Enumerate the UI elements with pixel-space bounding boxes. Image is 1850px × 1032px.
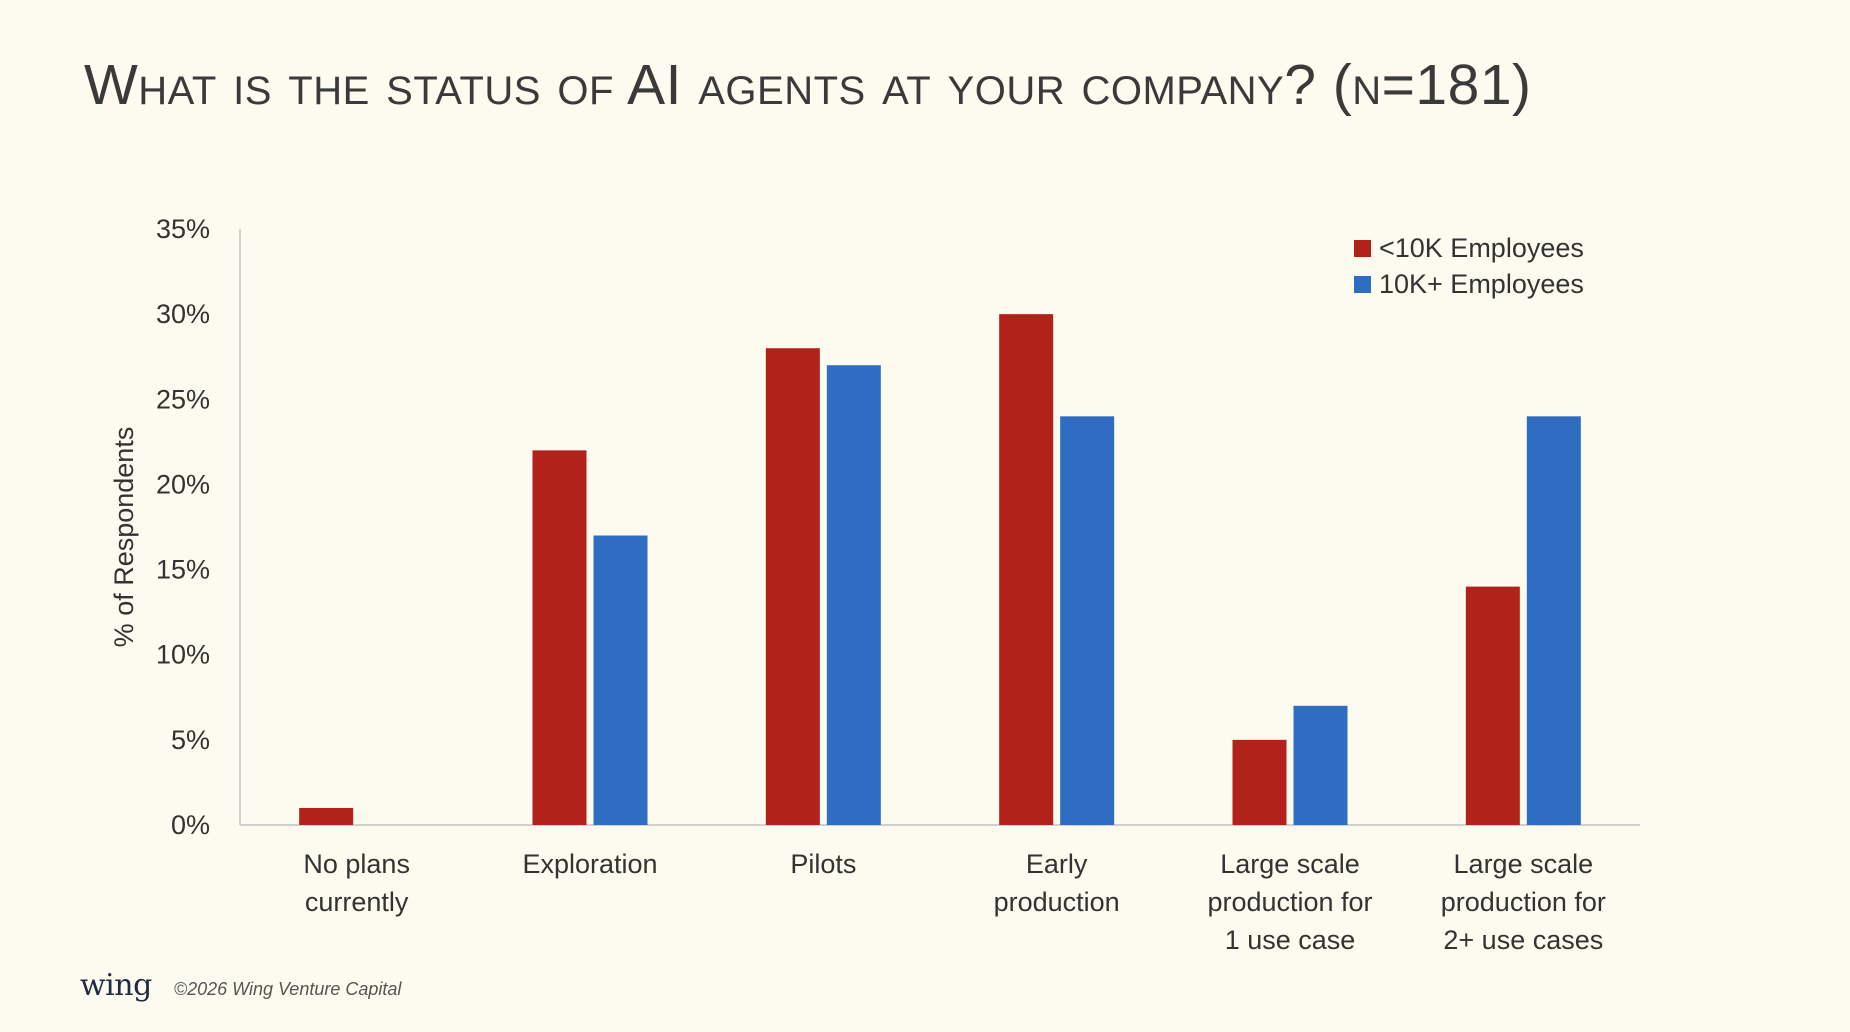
bar-small-5: [1465, 586, 1520, 825]
bar-large-1: [593, 535, 648, 825]
bar-large-4: [1293, 705, 1348, 825]
x-tick-label: production for: [1207, 887, 1372, 917]
bar-small-4: [1232, 739, 1287, 825]
footer: wing ©2026 Wing Venture Capital: [80, 968, 401, 1003]
bar-large-3: [1060, 416, 1115, 825]
x-tick-label: Large scale: [1454, 849, 1594, 879]
bar-large-5: [1526, 416, 1581, 825]
x-tick-label: No plans: [303, 849, 410, 879]
bar-large-2: [826, 365, 881, 825]
y-tick-label: 0%: [171, 810, 210, 840]
bar-small-3: [999, 314, 1054, 825]
bar-small-0: [299, 807, 354, 825]
x-tick-label: Pilots: [790, 849, 856, 879]
legend-label: 10K+ Employees: [1379, 269, 1584, 299]
y-tick-label: 35%: [156, 214, 210, 244]
y-tick-label: 25%: [156, 384, 210, 414]
y-tick-label: 5%: [171, 725, 210, 755]
legend-swatch: [1354, 276, 1371, 293]
x-tick-label: Early: [1026, 849, 1088, 879]
y-axis-label: % of Respondents: [109, 427, 139, 648]
x-tick-label: 1 use case: [1225, 925, 1356, 955]
legend-swatch: [1354, 240, 1371, 257]
y-tick-label: 10%: [156, 640, 210, 670]
y-tick-label: 15%: [156, 555, 210, 585]
x-tick-label: production for: [1441, 887, 1606, 917]
chart-title: What is the status of AI agents at your …: [84, 53, 1532, 117]
x-tick-label: production: [994, 887, 1120, 917]
x-tick-label: 2+ use cases: [1443, 925, 1603, 955]
x-tick-label: Exploration: [522, 849, 657, 879]
copyright-text: ©2026 Wing Venture Capital: [173, 979, 402, 999]
y-tick-label: 30%: [156, 299, 210, 329]
x-tick-label: Large scale: [1220, 849, 1360, 879]
bar-small-2: [765, 348, 820, 825]
wing-logo: wing: [80, 968, 152, 1003]
x-tick-label: currently: [305, 887, 409, 917]
legend-label: <10K Employees: [1379, 233, 1584, 263]
y-tick-label: 20%: [156, 469, 210, 499]
bar-small-1: [532, 450, 587, 825]
